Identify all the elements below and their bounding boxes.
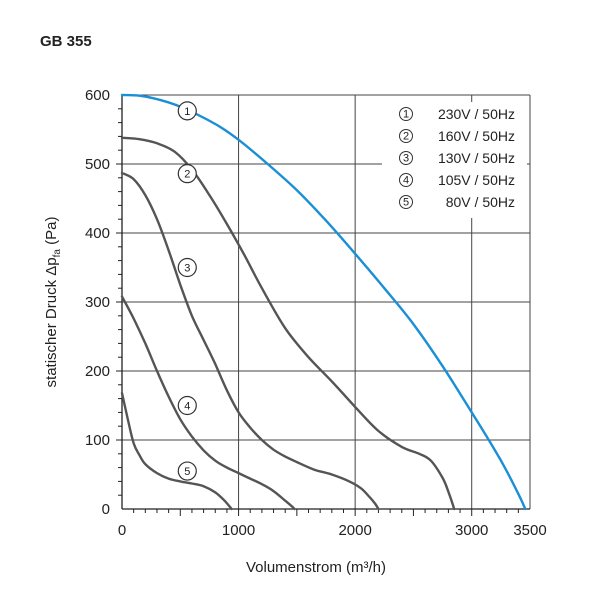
legend-marker	[399, 107, 413, 121]
y-tick-label: 500	[85, 156, 110, 173]
curve-marker-circle	[177, 461, 197, 481]
legend-marker-number: 3	[403, 153, 409, 165]
legend-entry-2: 2 160V / 50Hz	[399, 128, 515, 144]
curve-marker-circle	[177, 164, 197, 184]
series-group	[120, 93, 527, 511]
x-tick-label: 3500	[513, 522, 546, 539]
legend-entry-5: 5 80V / 50Hz	[399, 194, 515, 210]
curve-marker-label: 1	[184, 106, 190, 118]
curve-marker-circle	[177, 395, 197, 416]
x-tick-label: 1000	[222, 522, 255, 539]
curve-marker-circle	[177, 257, 197, 278]
legend-entry-3: 3 130V / 50Hz	[399, 150, 515, 166]
legend-marker	[399, 173, 413, 187]
y-tick-label: 200	[85, 363, 110, 380]
y-tick-label: 600	[85, 87, 110, 104]
curve-marker-circle	[177, 101, 197, 121]
legend-marker	[399, 195, 413, 209]
y-tick-label: 300	[85, 294, 110, 311]
legend-label: 230V / 50Hz	[438, 106, 515, 122]
curve-marker-label: 5	[184, 466, 190, 478]
legend-label: 160V / 50Hz	[438, 128, 515, 144]
y-tick-label: 0	[102, 501, 110, 518]
x-tick-label: 0	[118, 522, 126, 539]
y-tick-label: 100	[85, 432, 110, 449]
legend-label: 80V / 50Hz	[446, 194, 515, 210]
curve-marker-label: 4	[184, 401, 190, 413]
x-tick-label: 2000	[338, 522, 371, 539]
legend-marker-number: 2	[403, 131, 409, 143]
axis-labels: Volumenstrom (m³/h) statischer Druck Δpfa…	[43, 217, 386, 576]
legend-marker-number: 1	[403, 109, 409, 121]
y-tick-label: 400	[85, 225, 110, 242]
curve-marker-2: 2	[177, 164, 197, 184]
curve-marker-4: 4	[177, 395, 197, 416]
legend-label: 105V / 50Hz	[438, 172, 515, 188]
series-line-5	[120, 391, 233, 511]
x-axis-title: Volumenstrom (m³/h)	[246, 559, 386, 576]
legend-label: 130V / 50Hz	[438, 150, 515, 166]
series-line-2	[120, 136, 456, 511]
axes: 0 100 200 300 400 500 600 0 1000 2000 3000 3500	[85, 87, 547, 539]
series-line-4	[120, 295, 296, 511]
legend-marker	[399, 151, 413, 165]
curve-marker-1: 1	[177, 101, 197, 121]
x-tick-label: 3000	[455, 522, 488, 539]
y-axis-title: statischer Druck Δpfa (Pa)	[43, 217, 63, 388]
series-line-3	[120, 171, 380, 511]
series-line-1	[120, 93, 527, 511]
legend-marker-number: 4	[403, 175, 409, 187]
curve-marker-3: 3	[177, 257, 197, 278]
curve-marker-5: 5	[177, 461, 197, 481]
curve-marker-label: 2	[184, 169, 190, 181]
legend-marker	[399, 129, 413, 143]
curve-markers: 1 2 3 4 5	[177, 101, 197, 481]
legend-entry-1: 1 230V / 50Hz	[399, 106, 515, 122]
legend-marker-number: 5	[403, 197, 409, 209]
legend: 1 230V / 50Hz 2 160V / 50Hz 3 130V / 50Hz 4 105…	[382, 102, 527, 218]
legend-entry-4: 4 105V / 50Hz	[399, 172, 515, 188]
chart-title: GB 355	[40, 33, 92, 50]
curve-marker-label: 3	[184, 263, 190, 275]
